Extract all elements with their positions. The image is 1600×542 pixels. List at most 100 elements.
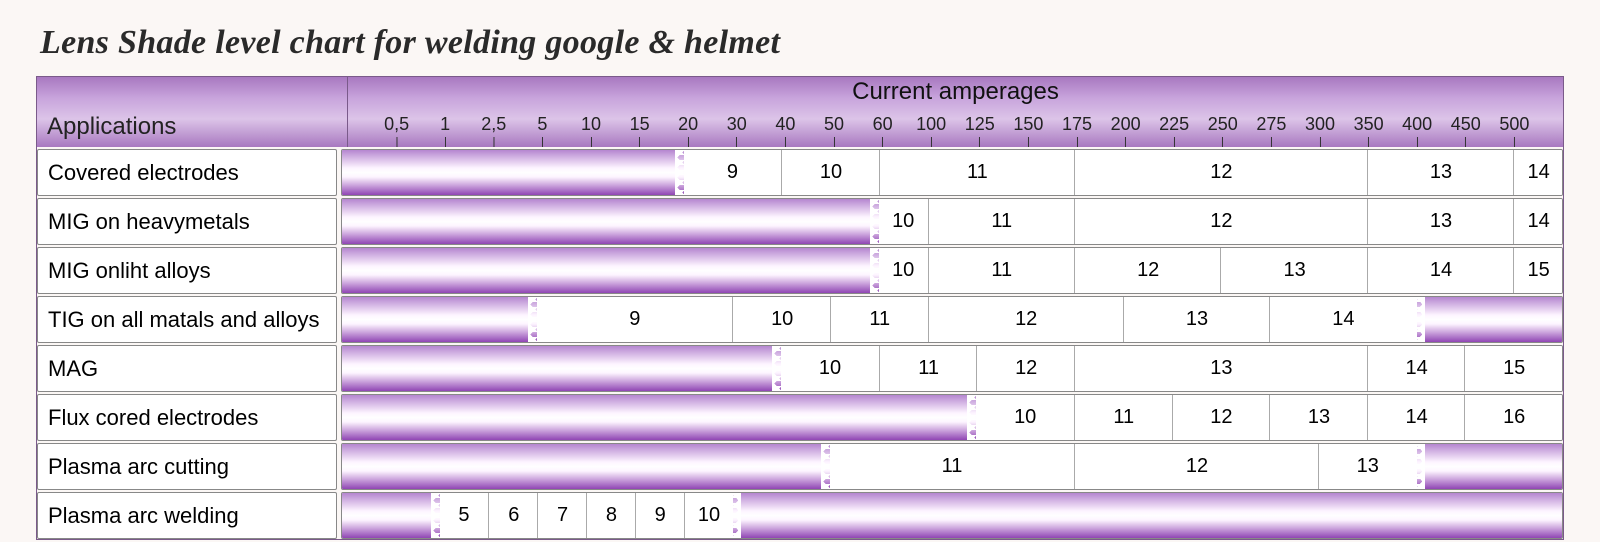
not-applicable-band bbox=[1416, 297, 1562, 342]
amperage-track: 91011121314 bbox=[341, 149, 1563, 196]
shade-cell: 14 bbox=[1513, 150, 1563, 195]
shade-cell: 10 bbox=[976, 395, 1074, 440]
shade-cell: 9 bbox=[537, 297, 732, 342]
scale-tick: 0,5 bbox=[384, 114, 409, 147]
shade-cell: 9 bbox=[684, 150, 782, 195]
shade-cell: 11 bbox=[830, 444, 1074, 489]
application-label: MAG bbox=[37, 345, 337, 392]
shade-cell: 13 bbox=[1367, 150, 1514, 195]
scale-tick: 2,5 bbox=[481, 114, 506, 147]
not-applicable-band bbox=[342, 444, 830, 489]
amperage-track: 5678910 bbox=[341, 492, 1563, 539]
shade-cell: 9 bbox=[635, 493, 685, 538]
scale-tick: 5 bbox=[537, 114, 547, 147]
table-row: MAG101112131415 bbox=[37, 343, 1563, 392]
scale-tick: 500 bbox=[1499, 114, 1529, 147]
scale-tick: 275 bbox=[1256, 114, 1286, 147]
amperage-track: 101112131415 bbox=[341, 247, 1563, 294]
table-row: TIG on all matals and alloys91011121314 bbox=[37, 294, 1563, 343]
not-applicable-band bbox=[342, 199, 879, 244]
shade-cell: 12 bbox=[928, 297, 1124, 342]
shade-cell: 12 bbox=[1074, 150, 1368, 195]
amperage-scale: 0,512,5510152030405060100125150175200225… bbox=[348, 107, 1563, 147]
shade-cell: 13 bbox=[1269, 395, 1368, 440]
application-label: Plasma arc welding bbox=[37, 492, 337, 539]
scale-tick: 250 bbox=[1208, 114, 1238, 147]
shade-cell: 10 bbox=[732, 297, 831, 342]
shade-cell: 12 bbox=[1074, 199, 1368, 244]
not-applicable-band bbox=[342, 493, 440, 538]
shade-cell: 12 bbox=[1074, 444, 1319, 489]
scale-tick: 225 bbox=[1159, 114, 1189, 147]
page-title: Lens Shade level chart for welding googl… bbox=[40, 24, 1564, 62]
shade-cell: 15 bbox=[1513, 248, 1563, 293]
scale-tick: 400 bbox=[1402, 114, 1432, 147]
scale-tick: 40 bbox=[775, 114, 795, 147]
amperage-track: 101112131416 bbox=[341, 394, 1563, 441]
application-label: Flux cored electrodes bbox=[37, 394, 337, 441]
shade-cell: 10 bbox=[781, 346, 879, 391]
not-applicable-band bbox=[342, 248, 879, 293]
table-row: Covered electrodes91011121314 bbox=[37, 147, 1563, 196]
table-row: MIG onliht alloys101112131415 bbox=[37, 245, 1563, 294]
not-applicable-band bbox=[342, 346, 781, 391]
scale-tick: 200 bbox=[1111, 114, 1141, 147]
application-label: TIG on all matals and alloys bbox=[37, 296, 337, 343]
table-row: Plasma arc welding5678910 bbox=[37, 490, 1563, 539]
shade-cell: 8 bbox=[586, 493, 636, 538]
scale-tick: 150 bbox=[1013, 114, 1043, 147]
scale-tick: 175 bbox=[1062, 114, 1092, 147]
scale-tick: 1 bbox=[440, 114, 450, 147]
table-row: MIG on heavymetals1011121314 bbox=[37, 196, 1563, 245]
scale-tick: 350 bbox=[1354, 114, 1384, 147]
table-row: Flux cored electrodes101112131416 bbox=[37, 392, 1563, 441]
shade-cell: 10 bbox=[781, 150, 880, 195]
not-applicable-band bbox=[342, 297, 537, 342]
chart-header: Applications Current amperages 0,5 1 2,5 5 1… bbox=[37, 77, 1563, 147]
scale-tick: 60 bbox=[873, 114, 893, 147]
amperage-track: 91011121314 bbox=[341, 296, 1563, 343]
application-label: MIG onliht alloys bbox=[37, 247, 337, 294]
shade-cell: 11 bbox=[879, 150, 1075, 195]
shade-cell: 11 bbox=[1074, 395, 1173, 440]
scale-tick: 20 bbox=[678, 114, 698, 147]
table-row: Plasma arc cutting 111213 bbox=[37, 441, 1563, 490]
shade-cell: 15 bbox=[1464, 346, 1563, 391]
shade-cell: 13 bbox=[1318, 444, 1417, 489]
not-applicable-band bbox=[342, 395, 976, 440]
header-applications: Applications bbox=[37, 77, 348, 147]
amperage-track: 1011121314 bbox=[341, 198, 1563, 245]
shade-cell: 11 bbox=[879, 346, 978, 391]
shade-cell: 14 bbox=[1367, 346, 1466, 391]
application-label: Covered electrodes bbox=[37, 149, 337, 196]
shade-cell: 11 bbox=[830, 297, 929, 342]
shade-cell: 14 bbox=[1367, 395, 1466, 440]
shade-cell: 13 bbox=[1123, 297, 1270, 342]
amperage-track: 101112131415 bbox=[341, 345, 1563, 392]
scale-tick: 10 bbox=[581, 114, 601, 147]
shade-cell: 10 bbox=[879, 248, 928, 293]
lens-shade-chart: Applications Current amperages 0,5 1 2,5 5 1… bbox=[36, 76, 1564, 540]
shade-cell: 13 bbox=[1074, 346, 1368, 391]
shade-cell: 13 bbox=[1220, 248, 1367, 293]
header-amperages: Current amperages bbox=[348, 77, 1563, 107]
shade-cell: 11 bbox=[928, 199, 1075, 244]
application-label: MIG on heavymetals bbox=[37, 198, 337, 245]
not-applicable-band bbox=[1416, 444, 1562, 489]
scale-tick: 15 bbox=[630, 114, 650, 147]
scale-tick: 30 bbox=[727, 114, 747, 147]
shade-cell: 16 bbox=[1464, 395, 1563, 440]
shade-cell: 14 bbox=[1269, 297, 1416, 342]
scale-tick: 100 bbox=[916, 114, 946, 147]
shade-cell: 10 bbox=[879, 199, 928, 244]
not-applicable-band bbox=[342, 150, 684, 195]
not-applicable-band bbox=[732, 493, 1562, 538]
shade-cell: 6 bbox=[488, 493, 538, 538]
shade-cell: 11 bbox=[928, 248, 1075, 293]
shade-cell: 13 bbox=[1367, 199, 1514, 244]
shade-cell: 12 bbox=[976, 346, 1075, 391]
scale-tick: 50 bbox=[824, 114, 844, 147]
application-label: Plasma arc cutting bbox=[37, 443, 337, 490]
shade-cell: 14 bbox=[1513, 199, 1563, 244]
scale-tick: 450 bbox=[1451, 114, 1481, 147]
